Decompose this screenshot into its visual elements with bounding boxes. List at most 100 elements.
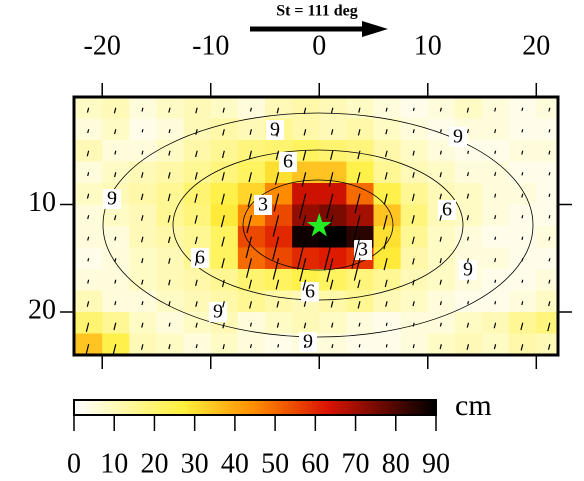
colorbar-swatch xyxy=(215,400,220,415)
colorbar-swatch xyxy=(170,400,175,415)
colorbar-tick-label: 80 xyxy=(382,448,410,479)
colorbar-swatch xyxy=(128,400,132,415)
colorbar-swatch xyxy=(122,400,126,415)
slip-vector xyxy=(494,107,497,112)
slip-vector xyxy=(195,150,198,158)
slip-vector xyxy=(85,344,90,355)
colorbar-swatch xyxy=(417,400,422,415)
slip-vector xyxy=(194,236,198,245)
slip-vector xyxy=(221,172,225,181)
slip-vector xyxy=(494,150,497,154)
colorbar-swatch xyxy=(336,400,340,415)
cell xyxy=(536,118,558,141)
slip-vector xyxy=(439,107,442,112)
contour-label-bg xyxy=(301,282,319,302)
slip-vector xyxy=(114,301,117,306)
colorbar-swatch xyxy=(357,400,362,415)
slip-vector xyxy=(222,107,225,113)
slip-vector xyxy=(113,107,117,114)
colorbar-swatch xyxy=(306,400,310,415)
slip-vector xyxy=(331,322,334,328)
slip-vector xyxy=(384,172,388,180)
colorbar-swatch xyxy=(285,400,289,415)
contour-label: 9 xyxy=(463,259,473,281)
slip-vector xyxy=(277,344,280,348)
colorbar-swatch xyxy=(98,400,102,415)
cell xyxy=(102,333,130,355)
slip-vector xyxy=(548,279,551,284)
slip-vector xyxy=(439,301,442,306)
contour-label: 6 xyxy=(305,281,315,303)
slip-vector xyxy=(87,215,90,220)
slip-vector xyxy=(521,258,524,262)
slip-vector xyxy=(168,322,171,327)
slip-vector xyxy=(195,107,198,114)
colorbar-swatch xyxy=(236,400,241,415)
colorbar-swatch xyxy=(414,400,419,415)
slip-vector xyxy=(194,258,198,266)
slip-vector xyxy=(412,150,415,156)
slip-vector xyxy=(466,279,470,284)
contour-label-bg xyxy=(459,260,477,280)
colorbar-swatch xyxy=(345,400,350,415)
colorbar-swatch xyxy=(104,400,108,415)
colorbar-swatch xyxy=(411,400,416,415)
colorbar-swatch xyxy=(158,400,162,415)
slip-vector xyxy=(494,172,497,177)
slip-vector xyxy=(87,258,90,262)
slip-vector xyxy=(221,193,225,205)
colorbar-swatch xyxy=(89,400,93,415)
slip-vector xyxy=(249,301,253,309)
slip-vector xyxy=(548,301,551,307)
slip-vector xyxy=(298,215,307,243)
slip-vector xyxy=(276,301,280,308)
slip-vector xyxy=(221,150,225,159)
cell xyxy=(536,269,558,291)
cell xyxy=(536,161,558,184)
colorbar-swatch xyxy=(251,400,256,415)
slip-vector xyxy=(439,236,442,242)
slip-vector xyxy=(113,193,117,200)
x-tick-label: -10 xyxy=(192,30,229,61)
colorbar-swatch xyxy=(92,400,96,415)
colorbar-swatch xyxy=(420,400,425,415)
contour-label-bg xyxy=(299,332,317,352)
colorbar-swatch xyxy=(200,400,205,415)
slip-vector xyxy=(273,193,280,212)
cell xyxy=(400,333,429,355)
colorbar-swatch xyxy=(360,400,365,415)
cell xyxy=(536,290,558,313)
colorbar-swatch xyxy=(282,400,286,415)
slip-vector xyxy=(86,193,90,199)
slip-vector xyxy=(167,172,171,179)
slip-vector xyxy=(194,215,198,224)
colorbar-swatch xyxy=(309,400,313,415)
slip-vector xyxy=(141,129,144,133)
slip-vector xyxy=(439,344,442,350)
colorbar-swatch xyxy=(351,400,356,415)
slip-vector xyxy=(302,279,307,291)
slip-vector xyxy=(195,279,198,287)
slip-vector xyxy=(113,172,117,178)
slip-vector xyxy=(276,107,280,114)
slip-vector xyxy=(114,150,117,155)
slip-vector xyxy=(325,215,334,244)
colorbar-label: cm xyxy=(455,389,492,422)
slip-vector xyxy=(521,215,524,219)
slip-vector xyxy=(520,322,524,331)
slip-vector xyxy=(168,150,171,156)
slip-vector xyxy=(521,279,524,283)
cell xyxy=(482,333,510,355)
slip-vector xyxy=(439,258,442,264)
colorbar-swatch xyxy=(261,400,265,415)
slip-vector xyxy=(466,172,470,177)
slip-vector xyxy=(466,236,470,241)
slip-vector xyxy=(521,193,524,198)
slip-vector xyxy=(113,129,117,135)
cell xyxy=(75,333,103,355)
x-tick-label: 10 xyxy=(414,30,442,61)
colorbar-swatch xyxy=(119,400,123,415)
colorbar-swatch xyxy=(354,400,359,415)
slip-vector xyxy=(494,215,497,220)
